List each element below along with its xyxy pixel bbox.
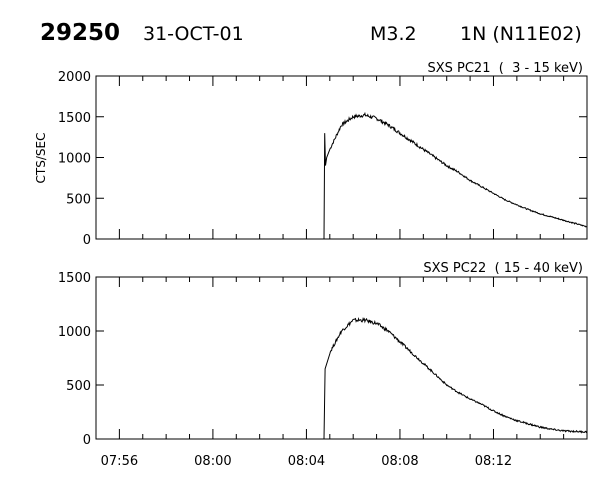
series-line-pc21 xyxy=(96,111,588,240)
y-tick-label: 1500 xyxy=(58,271,91,286)
goes-class: M3.2 xyxy=(370,23,417,45)
event-date: 31-OCT-01 xyxy=(143,23,244,45)
panel-title-pc22: SXS PC22 ( 15 - 40 keV) xyxy=(423,261,583,276)
y-tick-label: 1000 xyxy=(58,152,91,167)
panel-title-pc21: SXS PC21 ( 3 - 15 keV) xyxy=(427,61,583,76)
x-tick-label: 08:12 xyxy=(475,454,512,469)
panel-pc22: SXS PC22 ( 15 - 40 keV) 0 500 1000 1500 07:… xyxy=(58,261,588,469)
y-tick-label: 1000 xyxy=(58,325,91,340)
y-tick-label: 2000 xyxy=(58,70,91,85)
y-ticks-pc21: 0 500 1000 1500 2000 xyxy=(58,70,587,248)
y-tick-label: 500 xyxy=(66,192,91,207)
x-tick-label: 08:00 xyxy=(194,454,231,469)
y-tick-label: 1500 xyxy=(58,111,91,126)
plot-frame-pc22 xyxy=(95,276,588,440)
y-tick-label: 0 xyxy=(83,433,91,448)
x-tick-label: 08:08 xyxy=(381,454,418,469)
series-line-pc22 xyxy=(96,317,588,440)
panel-pc21: SXS PC21 ( 3 - 15 keV) CTS/SEC 0 500 1000 1… xyxy=(34,61,588,248)
y-ticks-pc22: 0 500 1000 1500 xyxy=(58,271,587,448)
x-tick-labels: 07:56 08:00 08:04 08:08 08:12 xyxy=(101,454,513,469)
optical-class: 1N (N11E02) xyxy=(460,23,582,45)
plot-frame-pc21 xyxy=(95,75,588,240)
x-ticks-pc22 xyxy=(95,277,588,439)
y-tick-label: 500 xyxy=(66,379,91,394)
y-axis-label: CTS/SEC xyxy=(34,133,48,184)
x-tick-label: 08:04 xyxy=(288,454,325,469)
y-tick-label: 0 xyxy=(83,233,91,248)
x-tick-label: 07:56 xyxy=(101,454,138,469)
event-id: 29250 xyxy=(40,20,120,46)
x-ticks-pc21 xyxy=(95,76,588,239)
